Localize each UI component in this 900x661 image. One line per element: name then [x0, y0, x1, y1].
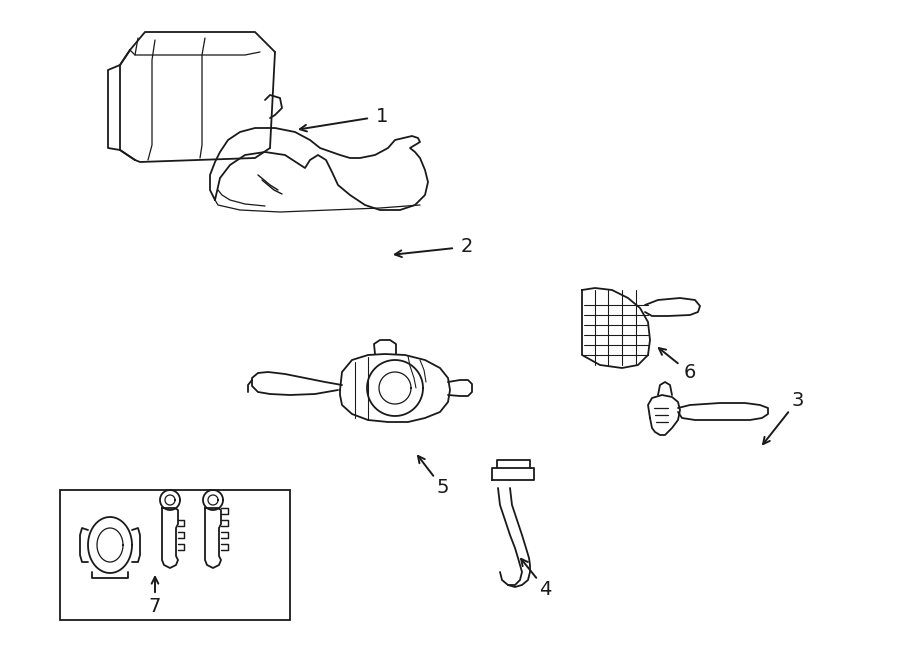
Text: 5: 5	[436, 478, 448, 497]
Text: 1: 1	[375, 106, 388, 126]
Text: 3: 3	[791, 391, 804, 410]
Text: 4: 4	[539, 580, 552, 599]
Text: 6: 6	[683, 363, 696, 382]
Text: 7: 7	[148, 598, 161, 617]
Text: 2: 2	[461, 237, 473, 256]
Bar	[60, 490, 290, 620]
